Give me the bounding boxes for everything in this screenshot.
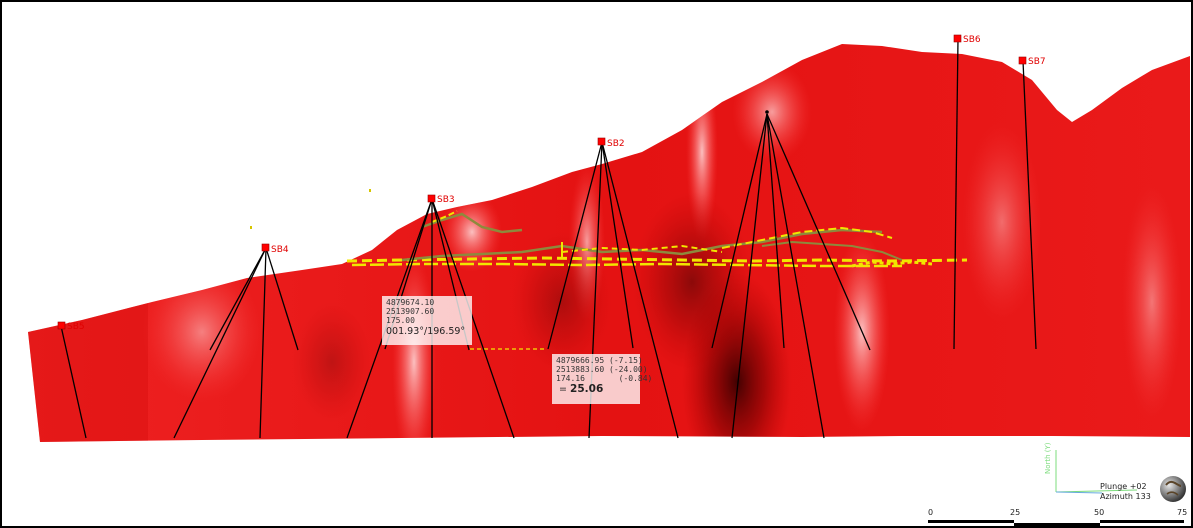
readout-easting: 2513907.60 <box>386 307 435 316</box>
globe-icon[interactable] <box>1158 474 1190 506</box>
drillhole-traces <box>60 38 1037 439</box>
label-sb2: SB2 <box>607 139 625 149</box>
collar-unnamed <box>765 110 769 114</box>
label-sb6: SB6 <box>963 35 981 45</box>
collar-sb2 <box>597 137 606 146</box>
point-readout-tooltip: 4879674.10 2513907.60 175.00 001.93°/196… <box>382 296 472 345</box>
readout-elevation: 175.00 <box>386 316 415 325</box>
measure-d-easting: (-24.00) <box>609 365 648 374</box>
scale-tick-0: 0 <box>928 508 934 517</box>
collar-sb5 <box>57 321 66 330</box>
label-sb5: SB5 <box>67 322 85 332</box>
label-sb7: SB7 <box>1028 57 1046 67</box>
measure-readout-tooltip: 4879666.95 (-7.15) 2513883.60 (-24.00) 1… <box>552 354 652 404</box>
label-sb4: SB4 <box>271 245 289 255</box>
measure-easting-row: 2513883.60 (-24.00) <box>556 365 648 374</box>
orientation-widget[interactable]: North (Y) Plunge +02 Azimuth 133 <box>1042 442 1191 506</box>
terrain-surface <box>28 44 1190 442</box>
scale-tick-75: 75 <box>1177 508 1188 517</box>
measure-d-elevation: (-0.84) <box>618 374 653 383</box>
measure-distance: = 25.06 <box>556 383 636 395</box>
distance-value: 25.06 <box>570 383 604 395</box>
drillhole-labels: SB5 SB4 SB3 SB2 SB6 SB7 <box>67 35 1046 332</box>
scale-tick-25: 25 <box>1010 508 1021 517</box>
label-sb3: SB3 <box>437 195 455 205</box>
scale-tick-50: 50 <box>1094 508 1105 517</box>
plunge-label: Plunge +02 <box>1100 482 1147 491</box>
measure-elevation: 174.16 <box>556 374 585 383</box>
distance-prefix: = <box>559 384 567 395</box>
readout-northing: 4879674.10 <box>386 298 435 307</box>
measure-easting: 2513883.60 <box>556 365 605 374</box>
vein-traces <box>250 189 968 350</box>
scale-bar-graphic <box>928 520 1184 526</box>
measure-d-northing: (-7.15) <box>609 356 643 365</box>
collar-sb3 <box>427 194 436 203</box>
measure-northing-row: 4879666.95 (-7.15) <box>556 356 643 365</box>
drillhole-collars[interactable] <box>57 34 1027 330</box>
collar-sb7 <box>1018 56 1027 65</box>
north-axis-label: North (Y) <box>1044 442 1052 474</box>
collar-sb4 <box>261 243 270 252</box>
axis-triad <box>1055 450 1138 494</box>
measure-northing: 4879666.95 <box>556 356 605 365</box>
collar-sb6 <box>953 34 962 43</box>
azimuth-label: Azimuth 133 <box>1100 492 1151 501</box>
readout-bearing: 001.93°/196.59° <box>386 326 466 337</box>
measure-elevation-row: 174.16 (-0.84) <box>556 374 652 383</box>
scale-bar: 0 25 50 75 <box>924 508 1188 526</box>
